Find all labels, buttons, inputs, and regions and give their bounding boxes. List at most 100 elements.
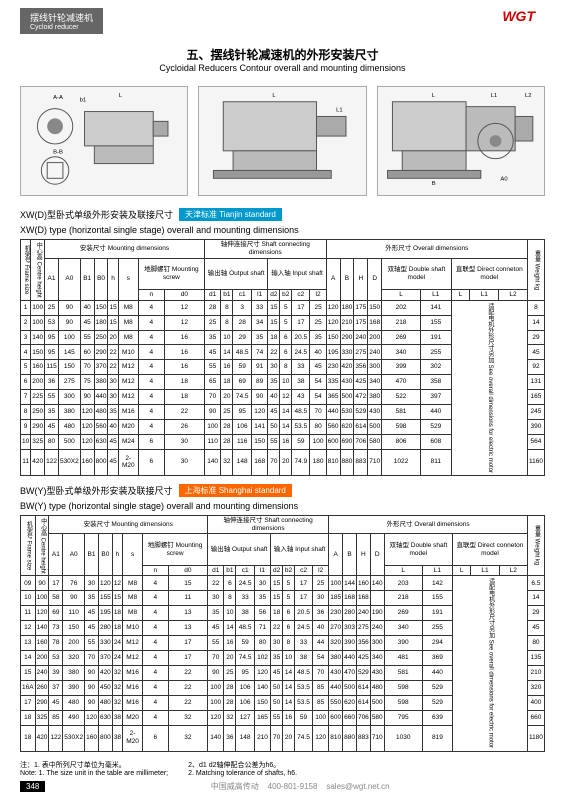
table-cell: 36 (224, 725, 236, 751)
table-cell: 120 (85, 710, 99, 725)
table-cell: 36 (45, 375, 59, 390)
table-cell: 330 (340, 345, 354, 360)
table-cell: 20 (283, 725, 295, 751)
table-cell: 6 (143, 725, 169, 751)
table-cell: 54 (310, 375, 326, 390)
table-cell: 18 (221, 375, 233, 390)
table-cell: 34 (251, 315, 267, 330)
table-cell: 55 (208, 636, 224, 651)
table-cell: 76 (63, 576, 85, 591)
table-cell: 2-M20 (123, 725, 143, 751)
table-cell: 17 (292, 315, 310, 330)
table-cell: 240 (356, 606, 370, 621)
table-cell: 73 (49, 621, 63, 636)
table-row: 110025904015015M841228833315517251201801… (21, 300, 545, 315)
table-cell: 6 (280, 345, 292, 360)
table-cell: 100 (35, 591, 49, 606)
table-cell: 200 (31, 375, 45, 390)
col-out: 输出轴 Output shaft (204, 258, 267, 289)
table-cell: 810 (326, 449, 340, 475)
table-cell: 614 (354, 420, 368, 435)
table-cell: 38 (112, 725, 122, 751)
table-cell: M20 (118, 420, 138, 435)
table-cell: 4 (143, 695, 169, 710)
footer-phone: 400-801-9158 (268, 782, 318, 791)
table-cell: 120 (254, 665, 270, 680)
table-cell: 140 (204, 449, 220, 475)
table-cell: 16 (164, 330, 204, 345)
table-cell: 16 (283, 710, 295, 725)
table-cell: 14 (224, 621, 236, 636)
table-cell: 90 (58, 315, 80, 330)
note2-en: 2. Matching tolerance of shafts, h6. (188, 770, 297, 777)
table-cell: 4 (138, 315, 164, 330)
table-cell: 10 (224, 606, 236, 621)
table-cell: 25 (204, 315, 220, 330)
table-cell: 4 (143, 710, 169, 725)
table-cell: 175 (354, 315, 368, 330)
table-cell: 100 (204, 420, 220, 435)
table-cell: 250 (94, 330, 108, 345)
table-cell: 480 (58, 420, 80, 435)
table-cell: 55 (271, 710, 283, 725)
table-cell: 70 (310, 405, 326, 420)
table-cell: 480 (98, 695, 112, 710)
table-cell: 28 (221, 435, 233, 450)
table-cell: 100 (58, 330, 80, 345)
svg-text:L2: L2 (525, 93, 532, 99)
table-cell: 529 (356, 665, 370, 680)
table-cell: 500 (340, 390, 354, 405)
table-cell: 120 (251, 405, 267, 420)
table-cell: 30 (108, 375, 118, 390)
table-cell: 53.5 (294, 695, 312, 710)
table-cell: 529 (354, 405, 368, 420)
table-cell: 620 (340, 420, 354, 435)
table-cell: 80 (527, 636, 544, 651)
table-cell: 25 (221, 405, 233, 420)
col-double: 双轴型 Double shaft model (382, 258, 452, 289)
table-cell: 294 (422, 636, 452, 651)
table-cell: 12 (21, 621, 36, 636)
table-cell: M20 (123, 710, 143, 725)
table-cell: 1022 (382, 449, 421, 475)
table-cell: 100 (208, 695, 224, 710)
table-cell: 135 (527, 651, 544, 666)
table-cell: 140 (35, 621, 49, 636)
table-cell: 340 (384, 621, 422, 636)
table-cell: 11 (168, 591, 207, 606)
page-header: 摆线针轮减速机 Cycloid reducer WGT (0, 0, 565, 38)
table-cell: 8 (280, 360, 292, 375)
table-cell: 70 (313, 665, 329, 680)
table-cell: 480 (370, 680, 384, 695)
table-cell: 20.5 (292, 330, 310, 345)
table-cell: 35 (108, 405, 118, 420)
table-cell: 397 (420, 390, 451, 405)
table-cell: 320 (63, 651, 85, 666)
diagram-svg-3: LL1L2 A0B (378, 87, 544, 195)
table-cell: M12 (118, 360, 138, 375)
table-cell: 45 (527, 345, 544, 360)
table-cell: 4 (143, 621, 169, 636)
table-cell: 420 (98, 665, 112, 680)
table-cell: M12 (118, 390, 138, 405)
table-cell: 106 (236, 695, 254, 710)
table-cell: 59 (233, 360, 252, 375)
table-cell: 24 (112, 636, 122, 651)
table-cell: 18 (21, 725, 36, 751)
table-cell: 250 (31, 405, 45, 420)
table-cell: 75 (80, 375, 94, 390)
table-cell: 230 (329, 606, 343, 621)
table-cell: 20 (108, 330, 118, 345)
table-cell: 440 (326, 405, 340, 420)
table-cell: 17 (292, 300, 310, 315)
table-cell: 50 (271, 695, 283, 710)
table-cell: 60 (80, 345, 94, 360)
table-cell: 290 (35, 695, 49, 710)
table-cell: 4 (138, 330, 164, 345)
table-cell: 80 (45, 435, 59, 450)
table-cell: 71 (254, 621, 270, 636)
page-title: 五、摆线针轮减速机的外形安装尺寸 Cycloidal Reducers Cont… (0, 46, 565, 73)
table-cell: 15 (268, 315, 280, 330)
table-cell: 70 (204, 390, 220, 405)
table-cell: 122 (45, 449, 59, 475)
